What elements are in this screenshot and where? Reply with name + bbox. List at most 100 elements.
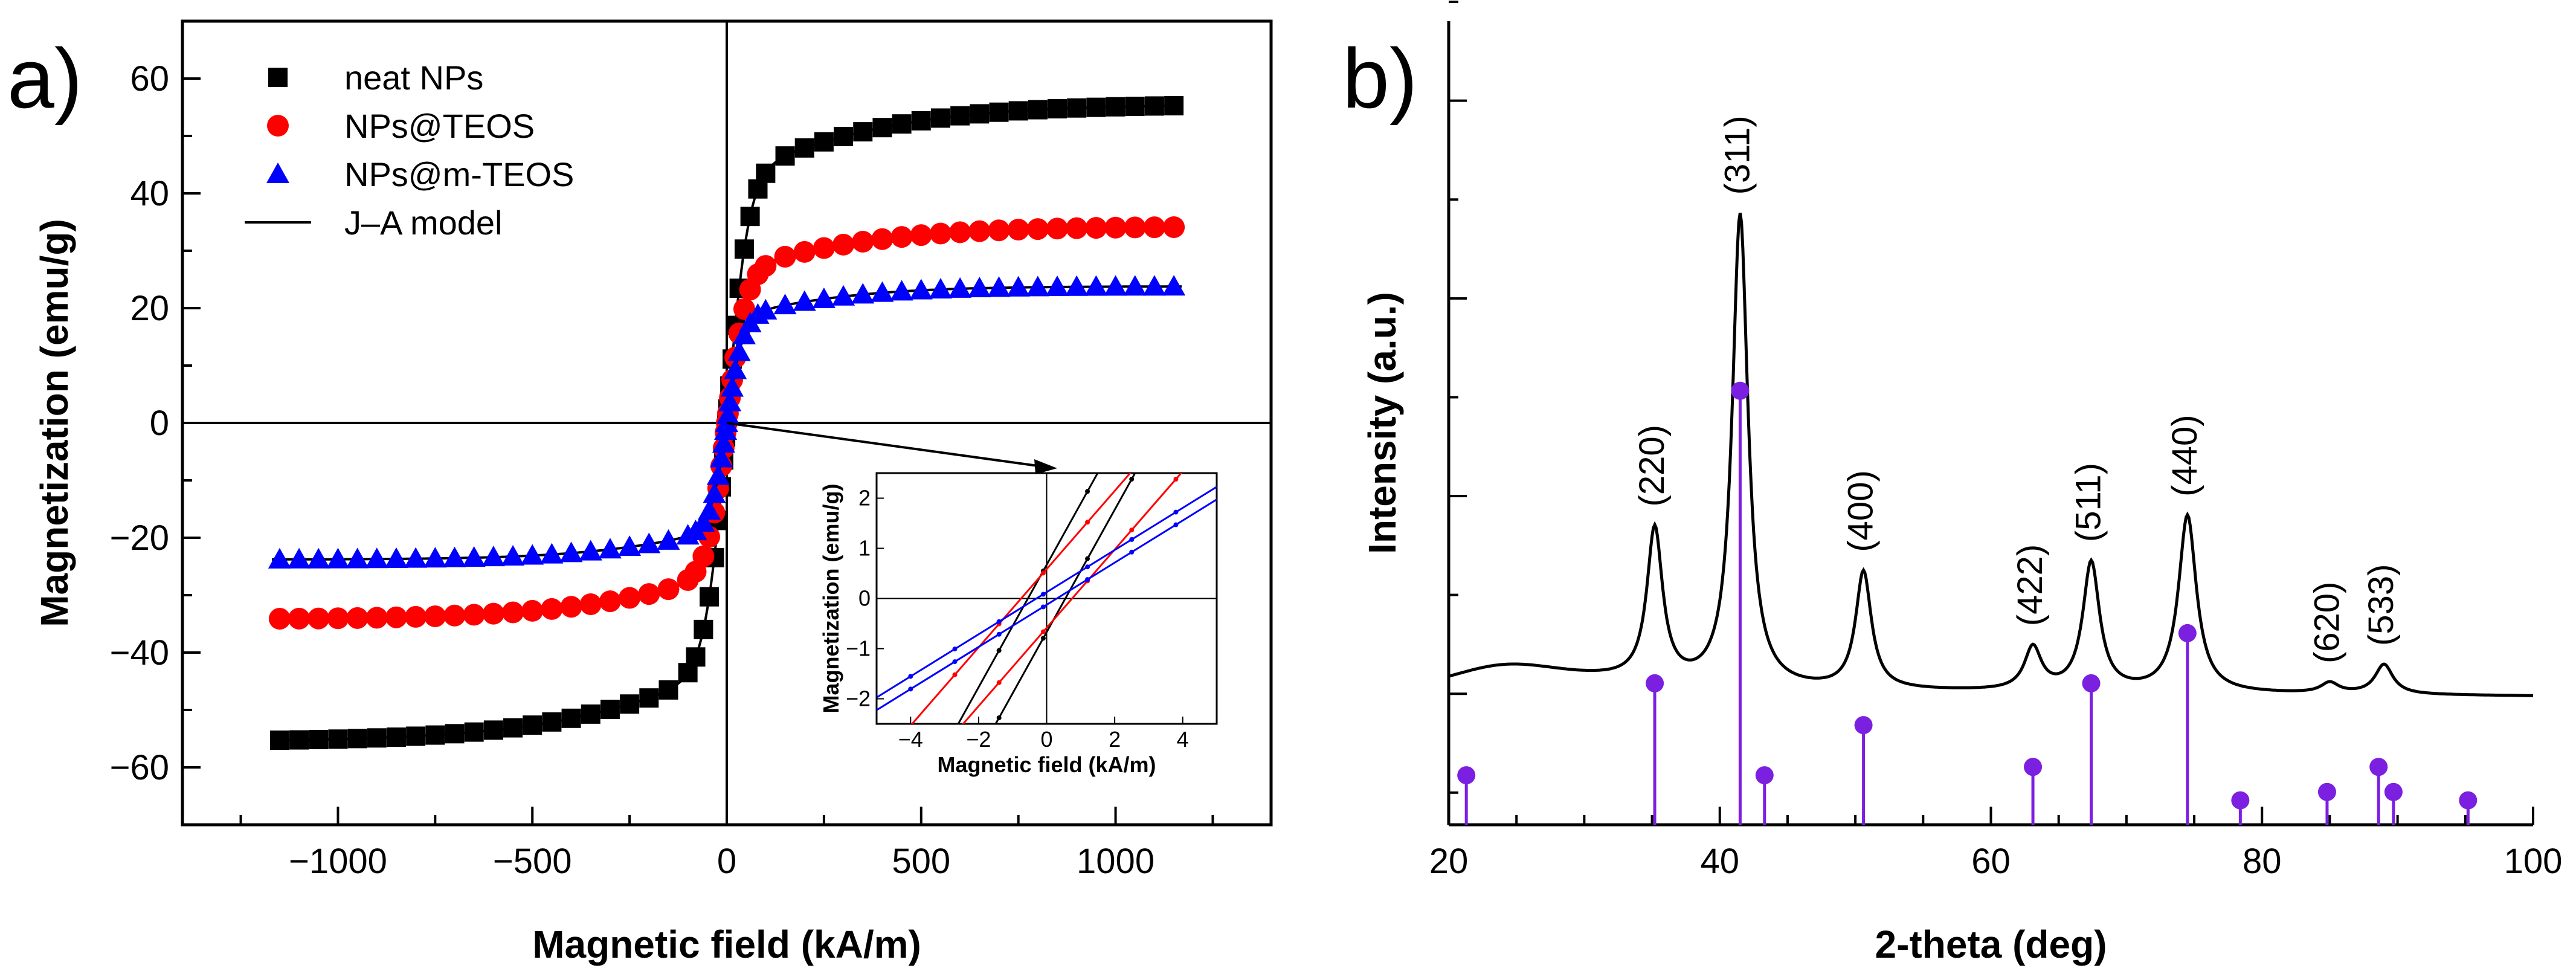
data-point-nps-m-teos [404,547,428,568]
data-point-neat-nps [1144,96,1164,116]
legend-label: J–A model [344,204,503,242]
x-tick-label-b: 40 [1700,842,1739,881]
data-point-nps-teos [1143,216,1165,239]
reference-stem-head [1755,766,1774,785]
data-point-nps-teos [657,578,680,601]
data-point-nps-teos [1104,216,1127,239]
data-point-nps-m-teos [698,499,721,520]
data-point-neat-nps [503,718,523,738]
reference-stem-head [1854,716,1873,735]
data-point-nps-m-teos [727,340,751,361]
peak-label: (511) [2069,463,2108,542]
inset-branch-point [1040,629,1046,634]
data-point-nps-m-teos [1123,275,1147,296]
y-tick-label: 20 [130,289,169,328]
inset-branch-point [1129,477,1135,482]
data-point-nps-m-teos [559,541,583,563]
data-point-nps-m-teos [481,546,505,567]
data-point-nps-teos [988,219,1010,242]
data-point-nps-m-teos [288,547,311,569]
data-point-nps-teos [463,604,485,626]
data-point-nps-m-teos [732,323,756,344]
data-point-neat-nps [1125,97,1145,117]
data-point-nps-m-teos [754,298,778,320]
data-point-neat-nps [794,138,814,158]
data-point-nps-m-teos [712,432,735,453]
data-point-neat-nps [639,688,659,708]
inset-x-tick-label: −4 [898,727,923,752]
data-point-nps-m-teos [657,529,680,550]
data-point-nps-m-teos [443,546,466,567]
data-point-nps-m-teos [793,290,816,311]
data-point-nps-m-teos [987,276,1011,297]
data-point-neat-nps [700,587,720,607]
data-point-nps-teos [443,604,466,627]
inset-branch-point [996,680,1002,685]
inset-branch-point [1085,564,1090,570]
data-point-neat-nps [834,126,854,146]
data-point-nps-m-teos [718,390,742,411]
data-point-neat-nps [911,111,931,131]
data-point-nps-m-teos [724,358,747,379]
data-point-nps-m-teos [929,278,952,299]
reference-stem-head [2384,782,2403,801]
peak-label: (440) [2165,414,2204,496]
data-point-nps-teos [1085,217,1107,239]
data-point-nps-m-teos [579,540,602,561]
inset-branch-line [994,473,1136,724]
data-point-nps-m-teos [716,404,739,425]
y-tick-label: 40 [130,174,169,213]
data-point-nps-m-teos [1084,275,1108,296]
data-point-neat-nps [872,118,892,138]
data-point-nps-teos [1046,218,1069,240]
data-point-nps-m-teos [598,538,622,559]
data-point-neat-nps [425,725,445,745]
legend-marker-circle [267,115,289,137]
data-point-neat-nps [1067,98,1087,118]
reference-stem-head [2459,791,2478,810]
data-point-nps-teos [1124,216,1146,239]
inset-x-tick-label: −2 [966,727,991,752]
data-point-nps-teos [692,545,715,567]
peak-label: (400) [1841,470,1881,552]
data-point-neat-nps [542,712,562,732]
data-point-neat-nps [814,132,834,152]
inset-y-tick-label: 1 [858,536,871,561]
data-point-neat-nps [523,715,543,735]
inset-branch-line [910,473,1132,724]
data-point-nps-m-teos [721,376,744,397]
inset-branch-line [877,498,1217,712]
data-point-nps-teos [619,587,641,609]
data-point-nps-teos [308,607,330,630]
reference-stem-head [1646,674,1664,692]
data-point-nps-m-teos [909,279,933,300]
data-point-nps-teos [1163,216,1185,238]
reference-stem-head [1731,381,1750,400]
zoom-arrow-line [726,422,1043,468]
reference-stem-head [2024,758,2043,776]
inset-branch-line [962,473,1183,724]
inset-branch-line [957,473,1099,724]
data-point-nps-teos [288,607,311,630]
data-point-nps-m-teos [1065,275,1089,296]
inset-branch-point [1173,477,1179,482]
data-point-nps-teos [541,598,563,620]
data-point-nps-teos [327,607,349,630]
data-point-nps-m-teos [968,276,991,297]
data-point-nps-m-teos [703,482,726,503]
peak-label: (422) [2011,544,2050,626]
data-point-nps-m-teos [346,547,369,569]
panel-label-b: b) [1342,31,1417,126]
data-point-nps-m-teos [384,547,408,569]
inset-branch-point [1040,592,1046,597]
data-point-nps-teos [346,607,369,629]
legend-label: NPs@TEOS [344,107,535,145]
inset-branch-point [1173,509,1179,515]
y-tick-label: 60 [130,59,169,98]
data-point-neat-nps [930,108,950,128]
data-point-nps-m-teos [692,511,715,532]
inset-branch-point [996,619,1002,624]
data-point-neat-nps [1028,100,1048,120]
inset-branch-point [996,715,1002,720]
inset-branch-point [1129,527,1135,533]
